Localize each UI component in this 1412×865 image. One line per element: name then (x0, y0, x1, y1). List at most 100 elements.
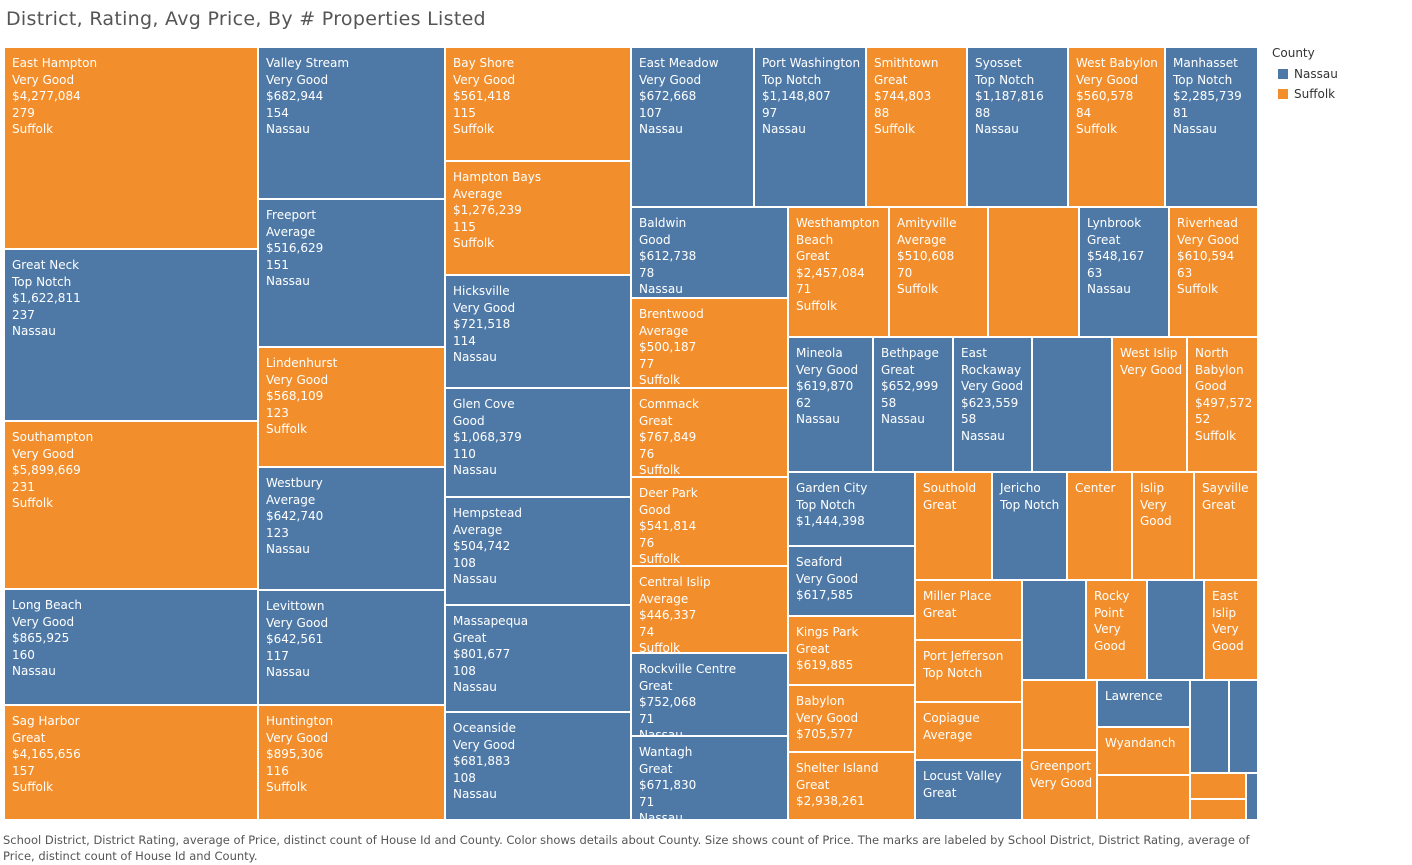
tile-unlabeled[interactable] (1229, 680, 1258, 773)
tile-glen-cove[interactable]: Glen Cove Good $1,068,379 110 Nassau (445, 388, 631, 497)
tile-west-babylon[interactable]: West Babylon Very Good $560,578 84 Suffolk (1068, 47, 1165, 207)
tile-east-meadow[interactable]: East Meadow Very Good $672,668 107 Nassau (631, 47, 754, 207)
tile-wyandanch[interactable]: Wyandanch (1097, 727, 1190, 775)
tile-rating: Good (639, 232, 671, 247)
tile-valley-stream[interactable]: Valley Stream Very Good $682,944 154 Nassau (258, 47, 445, 199)
tile-count: 63 (1177, 265, 1193, 280)
tile-garden-city[interactable]: Garden City Top Notch $1,444,398 (788, 472, 915, 546)
legend-item-nassau[interactable]: Nassau (1272, 64, 1338, 84)
tile-amityville[interactable]: Amityville Average $510,608 70 Suffolk (889, 207, 988, 337)
tile-rating: Very Good (12, 72, 75, 87)
tile-rating: Very Good (266, 615, 329, 630)
tile-district: Bay Shore (453, 56, 515, 70)
tile-county: Suffolk (12, 780, 54, 794)
tile-district: Islip (1140, 481, 1165, 495)
tile-central-islip[interactable]: Central Islip Average $446,337 74 Suffolk (631, 566, 788, 653)
tile-unlabeled[interactable] (1190, 680, 1229, 773)
tile-county: Nassau (961, 428, 1005, 443)
tile-sayville[interactable]: Sayville Great (1194, 472, 1258, 580)
tile-east-rockaway[interactable]: East Rockaway Very Good $623,559 58 Nassau (953, 337, 1032, 472)
tile-oceanside[interactable]: Oceanside Very Good $681,883 108 Nassau (445, 712, 631, 820)
tile-rating: Very Good (1094, 622, 1126, 653)
tile-mineola[interactable]: Mineola Very Good $619,870 62 Nassau (788, 337, 873, 472)
tile-great-neck[interactable]: Great Neck Top Notch $1,622,811 237 Nassau (4, 249, 258, 421)
tile-commack[interactable]: Commack Great $767,849 76 Suffolk (631, 388, 788, 477)
tile-east-hampton[interactable]: East Hampton Very Good $4,277,084 279 Suffol… (4, 47, 258, 249)
legend-item-suffolk[interactable]: Suffolk (1272, 84, 1338, 104)
tile-seaford[interactable]: Seaford Very Good $617,585 (788, 546, 915, 616)
tile-rocky-point[interactable]: Rocky Point Very Good (1086, 580, 1147, 680)
tile-hampton-bays[interactable]: Hampton Bays Average $1,276,239 115 Suffolk (445, 161, 631, 275)
tile-lawrence[interactable]: Lawrence (1097, 680, 1190, 727)
tile-baldwin[interactable]: Baldwin Good $612,738 78 Nassau (631, 207, 788, 298)
tile-unlabeled[interactable] (1190, 773, 1246, 799)
tile-county: Suffolk (12, 122, 54, 136)
tile-lindenhurst[interactable]: Lindenhurst Very Good $568,109 123 Suffolk (258, 347, 445, 467)
tile-massapequa[interactable]: Massapequa Great $801,677 108 Nassau (445, 605, 631, 712)
tile-levittown[interactable]: Levittown Very Good $642,561 117 Nassau (258, 590, 445, 705)
tile-center[interactable]: Center (1067, 472, 1132, 580)
tile-port-washington[interactable]: Port Washington Top Notch $1,148,807 97 Nass… (754, 47, 866, 207)
tile-unlabeled[interactable] (1032, 337, 1112, 472)
tile-bay-shore[interactable]: Bay Shore Very Good $561,418 115 Suffolk (445, 47, 631, 161)
tile-westhampton-beach[interactable]: Westhampton Beach Great $2,457,084 71 Suffol… (788, 207, 889, 337)
tile-shelter-island[interactable]: Shelter Island Great $2,938,261 (788, 752, 915, 820)
tile-county: Nassau (975, 122, 1019, 136)
tile-sag-harbor[interactable]: Sag Harbor Great $4,165,656 157 Suffolk (4, 705, 258, 820)
tile-unlabeled[interactable] (1246, 773, 1258, 820)
tile-southampton[interactable]: Southampton Very Good $5,899,669 231 Suffolk (4, 421, 258, 589)
tile-jericho[interactable]: Jericho Top Notch (992, 472, 1067, 580)
tile-rating: Great (923, 785, 957, 800)
tile-kings-park[interactable]: Kings Park Great $619,885 (788, 616, 915, 685)
tile-unlabeled[interactable] (1190, 799, 1246, 820)
tile-locust-valley[interactable]: Locust Valley Great (915, 760, 1022, 820)
tile-riverhead[interactable]: Riverhead Very Good $610,594 63 Suffolk (1169, 207, 1258, 337)
tile-syosset[interactable]: Syosset Top Notch $1,187,816 88 Nassau (967, 47, 1068, 207)
tile-islip[interactable]: Islip Very Good (1132, 472, 1194, 580)
tile-bethpage[interactable]: Bethpage Great $652,999 58 Nassau (873, 337, 953, 472)
tile-avg-price: $744,803 (874, 89, 932, 103)
tile-miller-place[interactable]: Miller Place Great (915, 580, 1022, 640)
tile-hicksville[interactable]: Hicksville Very Good $721,518 114 Nassau (445, 275, 631, 388)
tile-rating: Very Good (796, 571, 859, 586)
tile-copiague[interactable]: Copiague Average (915, 702, 1022, 760)
tile-avg-price: $617,585 (796, 588, 854, 602)
tile-east-islip[interactable]: East Islip Very Good (1204, 580, 1258, 680)
tile-unlabeled[interactable] (988, 207, 1079, 337)
tile-count: 123 (266, 525, 289, 540)
tile-unlabeled[interactable] (1097, 775, 1190, 820)
tile-deer-park[interactable]: Deer Park Good $541,814 76 Suffolk (631, 477, 788, 566)
tile-lynbrook[interactable]: Lynbrook Great $548,167 63 Nassau (1079, 207, 1169, 337)
tile-count: 76 (639, 446, 655, 461)
tile-unlabeled[interactable] (1022, 580, 1086, 680)
tile-babylon[interactable]: Babylon Very Good $705,577 (788, 685, 915, 752)
tile-rating: Great (453, 630, 487, 645)
tile-smithtown[interactable]: Smithtown Great $744,803 88 Suffolk (866, 47, 967, 207)
tile-wantagh[interactable]: Wantagh Great $671,830 71 Nassau (631, 736, 788, 820)
tile-count: 58 (881, 395, 897, 410)
tile-hempstead[interactable]: Hempstead Average $504,742 108 Nassau (445, 497, 631, 605)
tile-rating: Top Notch (1173, 72, 1233, 87)
tile-long-beach[interactable]: Long Beach Very Good $865,925 160 Nassau (4, 589, 258, 705)
legend-label-suffolk: Suffolk (1294, 87, 1336, 101)
tile-westbury[interactable]: Westbury Average $642,740 123 Nassau (258, 467, 445, 590)
tile-unlabeled[interactable] (1022, 680, 1097, 750)
tile-count: 77 (639, 356, 655, 371)
tile-district: Wyandanch (1105, 736, 1176, 750)
tile-district: Levittown (266, 599, 325, 613)
tile-west-islip[interactable]: West Islip Very Good (1112, 337, 1187, 472)
tile-port-jefferson[interactable]: Port Jefferson Top Notch (915, 640, 1022, 702)
tile-greenport[interactable]: Greenport Very Good (1022, 750, 1097, 820)
tile-county: Nassau (453, 572, 497, 586)
tile-rating: Top Notch (975, 72, 1035, 87)
tile-unlabeled[interactable] (1147, 580, 1204, 680)
tile-freeport[interactable]: Freeport Average $516,629 151 Nassau (258, 199, 445, 347)
tile-brentwood[interactable]: Brentwood Average $500,187 77 Suffolk (631, 298, 788, 388)
tile-district: Bethpage (881, 346, 939, 360)
tile-manhasset[interactable]: Manhasset Top Notch $2,285,739 81 Nassau (1165, 47, 1258, 207)
tile-southold[interactable]: Southold Great (915, 472, 992, 580)
tile-rockville-centre[interactable]: Rockville Centre Great $752,068 71 Nassau (631, 653, 788, 736)
tile-huntington[interactable]: Huntington Very Good $895,306 116 Suffolk (258, 705, 445, 820)
tile-north-babylon[interactable]: North Babylon Good $497,572 52 Suffolk (1187, 337, 1258, 472)
tile-count: 71 (796, 282, 812, 296)
